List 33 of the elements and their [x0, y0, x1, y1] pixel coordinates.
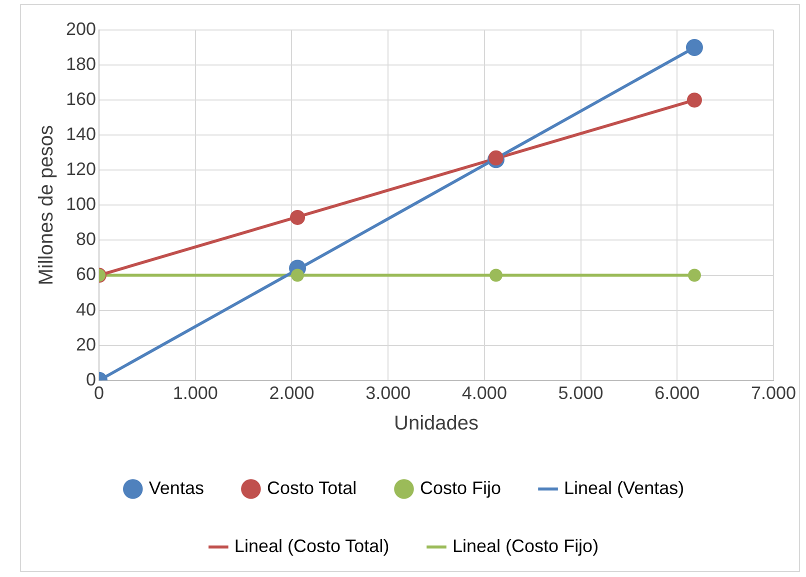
y-tick-label: 180 [66, 54, 96, 74]
x-tick-label: 6.000 [654, 383, 700, 404]
point [291, 268, 304, 282]
y-tick-label: 160 [66, 89, 96, 110]
x-tick-label: 2.000 [269, 383, 314, 404]
y-tick-label: 60 [76, 264, 96, 284]
y-tick-label: 100 [66, 194, 96, 214]
legend-label: Costo Total [266, 478, 357, 498]
point [290, 210, 306, 225]
legend-label: Costo Fijo [420, 478, 502, 498]
x-axis-title: Unidades [394, 412, 479, 435]
x-tick-label: 3.000 [366, 383, 411, 404]
legend-label: Ventas [148, 478, 204, 498]
y-tick-label: 140 [66, 124, 96, 144]
point [688, 268, 701, 282]
legend-label: Lineal (Ventas) [564, 478, 684, 498]
x-tick-label: 7.000 [750, 383, 796, 404]
y-tick-label: 0 [86, 369, 96, 390]
x-tick-label: 5.000 [558, 383, 604, 404]
point [488, 150, 504, 166]
point [489, 268, 502, 282]
point [686, 92, 702, 108]
y-tick-label: 120 [66, 159, 96, 180]
point [686, 39, 703, 56]
y-tick-label: 20 [76, 334, 96, 354]
y-tick-label: 80 [76, 229, 96, 250]
y-axis-title: Millones de pesos [36, 125, 58, 286]
legend-label: Lineal (Costo Total) [234, 536, 390, 556]
x-tick-label: 1.000 [172, 383, 218, 404]
y-tick-label: 200 [66, 18, 96, 39]
x-tick-label: 4.000 [462, 383, 507, 404]
y-tick-label: 40 [76, 299, 96, 320]
legend-label: Lineal (Costo Fijo) [452, 536, 599, 556]
